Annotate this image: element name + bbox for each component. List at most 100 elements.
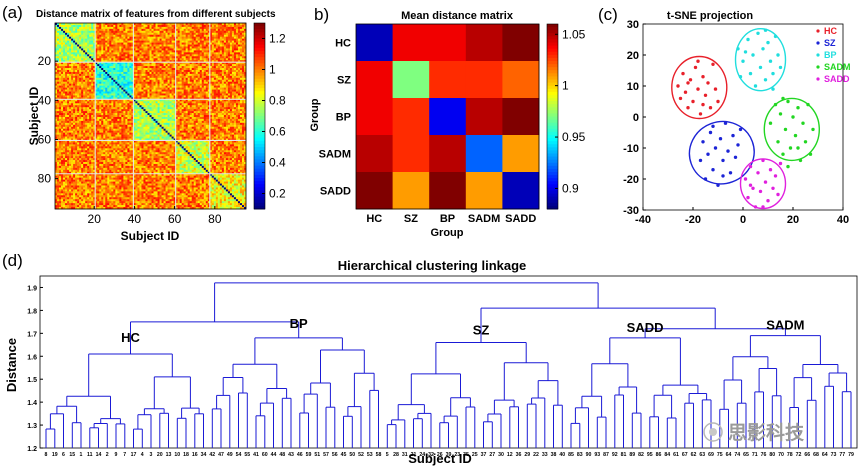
heatmap-cell — [77, 91, 80, 94]
heatmap-cell — [153, 40, 156, 43]
heatmap-cell — [201, 42, 205, 45]
heatmap-cell — [175, 38, 178, 41]
heatmap-cell — [215, 24, 219, 28]
heatmap-cell — [199, 75, 203, 79]
heatmap-cell — [71, 66, 74, 69]
heatmap-cell — [105, 118, 108, 122]
heatmap-cell — [225, 62, 229, 65]
heatmap-cell — [81, 46, 84, 49]
heatmap-cell — [81, 120, 84, 124]
heatmap-cell — [99, 83, 102, 86]
heatmap-cell — [179, 48, 182, 51]
heatmap-cell — [75, 54, 78, 57]
heatmap-cell — [195, 103, 199, 106]
heatmap-cell — [193, 77, 197, 81]
heatmap-cell — [243, 83, 247, 86]
heatmap-cell — [171, 46, 174, 49]
heatmap-cell — [113, 52, 116, 55]
heatmap-cell — [199, 85, 203, 88]
heatmap-cell — [237, 32, 241, 36]
heatmap-cell — [65, 120, 68, 124]
heatmap-cell — [147, 50, 150, 53]
heatmap-cell — [129, 120, 132, 124]
heatmap-cell — [141, 64, 144, 67]
heatmap-cell — [189, 32, 193, 36]
heatmap-cell — [113, 40, 116, 43]
heatmap-cell — [217, 89, 221, 92]
heatmap-cell — [171, 44, 174, 47]
heatmap-cell — [225, 75, 229, 79]
heatmap-cell — [93, 101, 96, 104]
heatmap-cell — [81, 60, 84, 63]
heatmap-cell — [103, 66, 106, 69]
heatmap-cell — [55, 48, 58, 51]
heatmap-cell — [179, 77, 182, 81]
heatmap-cell — [69, 93, 72, 96]
heatmap-cell — [175, 120, 178, 124]
heatmap-cell — [119, 24, 122, 28]
heatmap-cell — [147, 48, 150, 51]
heatmap-cell — [87, 58, 90, 61]
heatmap-cell — [91, 120, 94, 124]
heatmap-cell — [55, 64, 58, 67]
heatmap-cell — [91, 97, 94, 100]
heatmap-cell — [199, 91, 203, 94]
heatmap-cell — [119, 73, 122, 77]
heatmap-cell — [59, 105, 62, 108]
heatmap-cell — [127, 52, 130, 55]
heatmap-cell — [123, 85, 126, 88]
heatmap-cell — [131, 116, 134, 120]
heatmap-cell — [139, 42, 142, 45]
heatmap-cell — [155, 120, 158, 124]
heatmap-cell — [209, 24, 213, 28]
heatmap-cell — [203, 44, 207, 47]
heatmap-cell — [61, 91, 64, 94]
heatmap-cell — [57, 28, 60, 32]
heatmap-cell — [95, 81, 98, 84]
heatmap-cell — [75, 116, 78, 120]
heatmap-cell — [203, 46, 207, 49]
heatmap-cell — [211, 50, 215, 53]
heatmap-cell — [139, 60, 142, 63]
heatmap-cell — [75, 66, 78, 69]
heatmap-cell — [103, 77, 106, 81]
heatmap-cell — [223, 73, 227, 77]
heatmap-cell — [163, 89, 166, 92]
heatmap-cell — [159, 97, 162, 100]
heatmap-cell — [113, 99, 116, 102]
heatmap-cell — [197, 68, 201, 71]
heatmap-cell — [209, 58, 213, 61]
heatmap-cell — [147, 91, 150, 94]
heatmap-cell — [63, 30, 66, 34]
heatmap-cell — [221, 91, 225, 94]
heatmap-cell — [157, 64, 160, 67]
heatmap-cell — [135, 73, 138, 77]
heatmap-cell — [173, 32, 176, 36]
heatmap-cell — [231, 115, 235, 118]
heatmap-cell — [119, 91, 122, 94]
heatmap-cell — [201, 54, 205, 57]
heatmap-cell — [241, 105, 245, 108]
heatmap-cell — [225, 68, 229, 71]
heatmap-cell — [77, 97, 80, 100]
heatmap-cell — [193, 24, 197, 28]
heatmap-cell — [171, 91, 174, 94]
heatmap-cell — [67, 50, 70, 53]
heatmap-cell — [237, 69, 241, 73]
heatmap-cell — [115, 62, 118, 65]
heatmap-cell — [79, 64, 82, 67]
heatmap-cell — [201, 89, 205, 92]
heatmap-cell — [195, 28, 199, 32]
heatmap-cell — [121, 81, 124, 84]
heatmap-cell — [119, 38, 122, 41]
heatmap-cell — [95, 44, 98, 47]
heatmap-cell — [107, 40, 110, 43]
heatmap-cell — [187, 69, 190, 73]
heatmap-cell — [71, 28, 74, 32]
heatmap-cell — [81, 75, 84, 79]
heatmap-cell — [149, 89, 152, 92]
heatmap-cell — [121, 69, 124, 73]
heatmap-cell — [123, 23, 126, 26]
heatmap-cell — [219, 87, 223, 90]
heatmap-cell — [73, 44, 76, 47]
